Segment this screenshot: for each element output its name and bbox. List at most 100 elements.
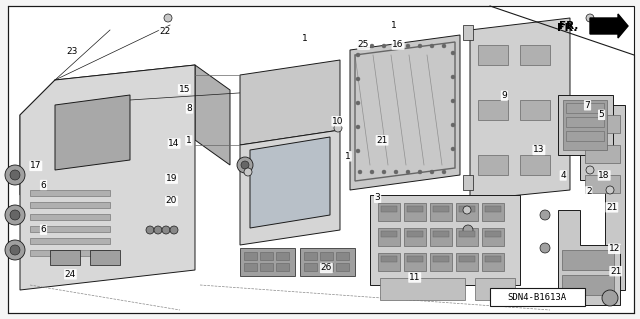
Bar — [381, 231, 397, 237]
Bar — [430, 228, 452, 246]
Text: 10: 10 — [332, 117, 344, 126]
Bar — [485, 256, 501, 262]
Bar — [30, 226, 110, 232]
Bar — [30, 202, 110, 208]
Circle shape — [356, 77, 360, 81]
Bar — [370, 195, 520, 285]
Polygon shape — [558, 210, 620, 305]
Text: 1: 1 — [186, 136, 191, 145]
Text: 15: 15 — [179, 85, 190, 94]
Bar — [463, 25, 473, 40]
Text: 1: 1 — [391, 21, 396, 30]
Bar — [520, 45, 550, 65]
Bar — [404, 253, 426, 271]
Text: 1: 1 — [302, 34, 307, 43]
Text: 6: 6 — [41, 225, 46, 234]
Bar — [558, 95, 613, 155]
Bar — [407, 231, 423, 237]
Bar — [90, 250, 120, 265]
Bar — [381, 206, 397, 212]
Bar — [304, 263, 317, 271]
Bar — [430, 203, 452, 221]
Circle shape — [170, 226, 178, 234]
Circle shape — [451, 147, 455, 151]
Bar — [30, 238, 110, 244]
Circle shape — [356, 125, 360, 129]
Text: 3: 3 — [375, 193, 380, 202]
Circle shape — [237, 157, 253, 173]
Circle shape — [463, 225, 473, 235]
Bar — [456, 253, 478, 271]
Bar — [276, 263, 289, 271]
Text: FR.: FR. — [559, 21, 578, 31]
Bar — [407, 206, 423, 212]
Bar — [404, 203, 426, 221]
Circle shape — [540, 243, 550, 253]
Circle shape — [162, 226, 170, 234]
Circle shape — [334, 124, 342, 132]
Circle shape — [463, 206, 471, 214]
Bar — [433, 231, 449, 237]
Circle shape — [154, 226, 162, 234]
Bar — [244, 252, 257, 260]
Bar — [463, 175, 473, 190]
Circle shape — [442, 170, 446, 174]
Text: 26: 26 — [321, 263, 332, 272]
Bar — [50, 250, 80, 265]
Text: SDN4-B1613A: SDN4-B1613A — [508, 293, 566, 301]
Circle shape — [586, 166, 594, 174]
Bar — [381, 256, 397, 262]
Circle shape — [356, 53, 360, 57]
Bar — [240, 248, 295, 276]
Bar — [407, 256, 423, 262]
Text: FR.: FR. — [557, 23, 578, 33]
Circle shape — [394, 44, 398, 48]
Text: 5: 5 — [599, 110, 604, 119]
Bar — [404, 228, 426, 246]
Bar — [585, 145, 620, 163]
Circle shape — [244, 168, 252, 176]
Circle shape — [5, 205, 25, 225]
Polygon shape — [20, 80, 55, 195]
Bar — [378, 228, 400, 246]
Circle shape — [540, 210, 550, 220]
Bar — [320, 252, 333, 260]
Bar — [380, 278, 465, 300]
Bar — [276, 252, 289, 260]
Text: 14: 14 — [168, 139, 180, 148]
Polygon shape — [55, 95, 130, 170]
Circle shape — [356, 101, 360, 105]
Bar — [566, 131, 604, 141]
Circle shape — [406, 170, 410, 174]
Circle shape — [567, 290, 583, 306]
Bar — [30, 250, 110, 256]
Text: 24: 24 — [65, 270, 76, 279]
Bar — [30, 190, 110, 196]
Circle shape — [586, 14, 594, 22]
Circle shape — [394, 170, 398, 174]
Circle shape — [10, 170, 20, 180]
Circle shape — [451, 123, 455, 127]
Circle shape — [358, 170, 362, 174]
Bar — [336, 252, 349, 260]
Circle shape — [430, 170, 434, 174]
Polygon shape — [195, 65, 230, 165]
Bar — [566, 117, 604, 127]
Bar — [482, 228, 504, 246]
Circle shape — [418, 44, 422, 48]
Circle shape — [442, 44, 446, 48]
Circle shape — [241, 161, 249, 169]
Bar — [520, 100, 550, 120]
Polygon shape — [580, 105, 625, 290]
Circle shape — [451, 51, 455, 55]
Bar — [585, 115, 620, 133]
Text: 6: 6 — [41, 181, 46, 189]
Bar — [585, 175, 620, 193]
Text: 11: 11 — [409, 273, 420, 282]
Text: 19: 19 — [166, 174, 177, 183]
Text: 21: 21 — [376, 136, 388, 145]
Bar — [520, 155, 550, 175]
Circle shape — [430, 44, 434, 48]
Bar — [300, 248, 355, 276]
Text: 20: 20 — [166, 197, 177, 205]
